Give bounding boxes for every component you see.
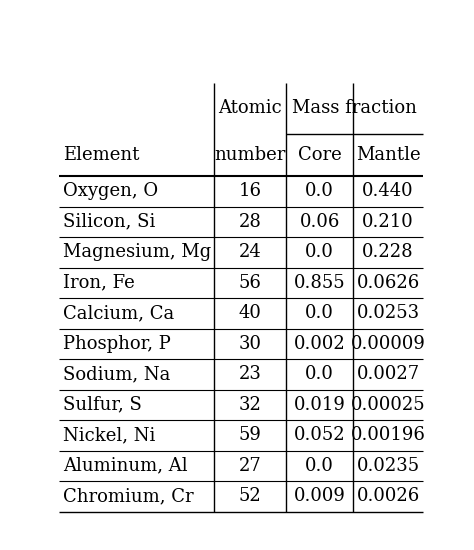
Text: 0.0: 0.0 (305, 183, 334, 200)
Text: 32: 32 (238, 396, 261, 414)
Text: 0.052: 0.052 (294, 426, 346, 444)
Text: 16: 16 (238, 183, 261, 200)
Text: Mass fraction: Mass fraction (292, 100, 417, 117)
Text: 0.0026: 0.0026 (356, 487, 419, 505)
Text: Chromium, Cr: Chromium, Cr (63, 487, 193, 505)
Text: 0.0235: 0.0235 (356, 457, 419, 475)
Text: 0.0027: 0.0027 (356, 365, 419, 383)
Text: 56: 56 (238, 274, 261, 292)
Text: Atomic: Atomic (218, 100, 282, 117)
Text: 0.0626: 0.0626 (356, 274, 419, 292)
Text: 0.00196: 0.00196 (351, 426, 426, 444)
Text: number: number (214, 146, 286, 164)
Text: 0.0: 0.0 (305, 457, 334, 475)
Text: 0.0: 0.0 (305, 304, 334, 322)
Text: 30: 30 (238, 335, 261, 353)
Text: Sulfur, S: Sulfur, S (63, 396, 142, 414)
Text: 0.0: 0.0 (305, 243, 334, 261)
Text: 0.0253: 0.0253 (356, 304, 419, 322)
Text: Sodium, Na: Sodium, Na (63, 365, 170, 383)
Text: 0.019: 0.019 (294, 396, 346, 414)
Text: 0.0: 0.0 (305, 365, 334, 383)
Text: Core: Core (298, 146, 342, 164)
Text: 0.00009: 0.00009 (351, 335, 426, 353)
Text: 0.210: 0.210 (362, 213, 414, 231)
Text: 0.00025: 0.00025 (351, 396, 425, 414)
Text: Silicon, Si: Silicon, Si (63, 213, 155, 231)
Text: 0.009: 0.009 (294, 487, 346, 505)
Text: 0.228: 0.228 (362, 243, 414, 261)
Text: 40: 40 (238, 304, 261, 322)
Text: Mantle: Mantle (356, 146, 420, 164)
Text: Aluminum, Al: Aluminum, Al (63, 457, 188, 475)
Text: 28: 28 (238, 213, 261, 231)
Text: 27: 27 (238, 457, 261, 475)
Text: Phosphor, P: Phosphor, P (63, 335, 171, 353)
Text: 0.440: 0.440 (362, 183, 414, 200)
Text: 0.002: 0.002 (294, 335, 346, 353)
Text: 24: 24 (238, 243, 261, 261)
Text: 23: 23 (238, 365, 261, 383)
Text: Element: Element (63, 146, 139, 164)
Text: Calcium, Ca: Calcium, Ca (63, 304, 174, 322)
Text: Oxygen, O: Oxygen, O (63, 183, 158, 200)
Text: Nickel, Ni: Nickel, Ni (63, 426, 155, 444)
Text: 52: 52 (238, 487, 261, 505)
Text: Iron, Fe: Iron, Fe (63, 274, 135, 292)
Text: Magnesium, Mg: Magnesium, Mg (63, 243, 211, 261)
Text: 0.855: 0.855 (294, 274, 346, 292)
Text: 0.06: 0.06 (300, 213, 340, 231)
Text: 59: 59 (238, 426, 261, 444)
